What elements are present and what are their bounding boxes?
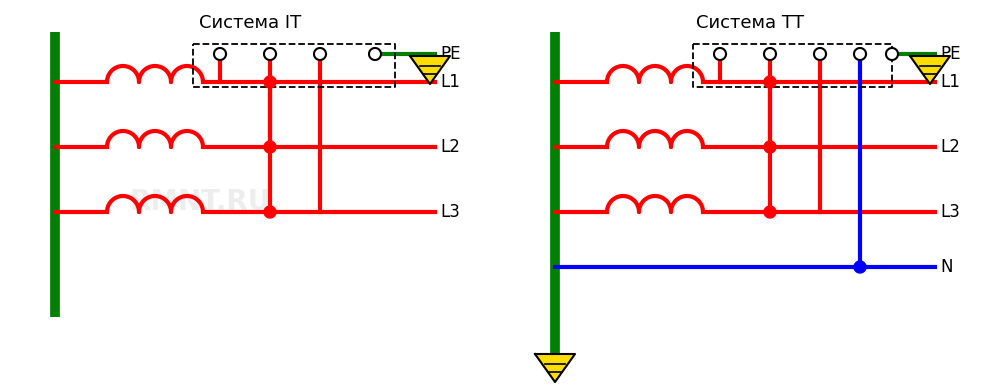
Polygon shape (264, 76, 276, 88)
Text: Система IT: Система IT (199, 14, 301, 32)
Text: Система ТТ: Система ТТ (696, 14, 804, 32)
Text: PE: PE (440, 45, 460, 63)
Polygon shape (854, 48, 866, 60)
Polygon shape (264, 48, 276, 60)
Text: L1: L1 (940, 73, 960, 91)
Text: L3: L3 (940, 203, 960, 221)
Text: N: N (940, 258, 952, 276)
Text: L3: L3 (440, 203, 460, 221)
Polygon shape (314, 48, 326, 60)
Polygon shape (369, 48, 381, 60)
Polygon shape (886, 48, 898, 60)
Text: L2: L2 (940, 138, 960, 156)
Polygon shape (854, 261, 866, 273)
Polygon shape (264, 206, 276, 218)
Polygon shape (764, 206, 776, 218)
Polygon shape (764, 76, 776, 88)
Polygon shape (764, 48, 776, 60)
Text: PE: PE (940, 45, 960, 63)
Polygon shape (814, 48, 826, 60)
Polygon shape (535, 354, 575, 382)
Text: RMNT.RU: RMNT.RU (129, 188, 271, 216)
Polygon shape (214, 48, 226, 60)
Polygon shape (764, 141, 776, 153)
Polygon shape (714, 48, 726, 60)
Text: L1: L1 (440, 73, 460, 91)
Text: L2: L2 (440, 138, 460, 156)
Polygon shape (910, 56, 950, 84)
Polygon shape (410, 56, 450, 84)
Polygon shape (264, 141, 276, 153)
